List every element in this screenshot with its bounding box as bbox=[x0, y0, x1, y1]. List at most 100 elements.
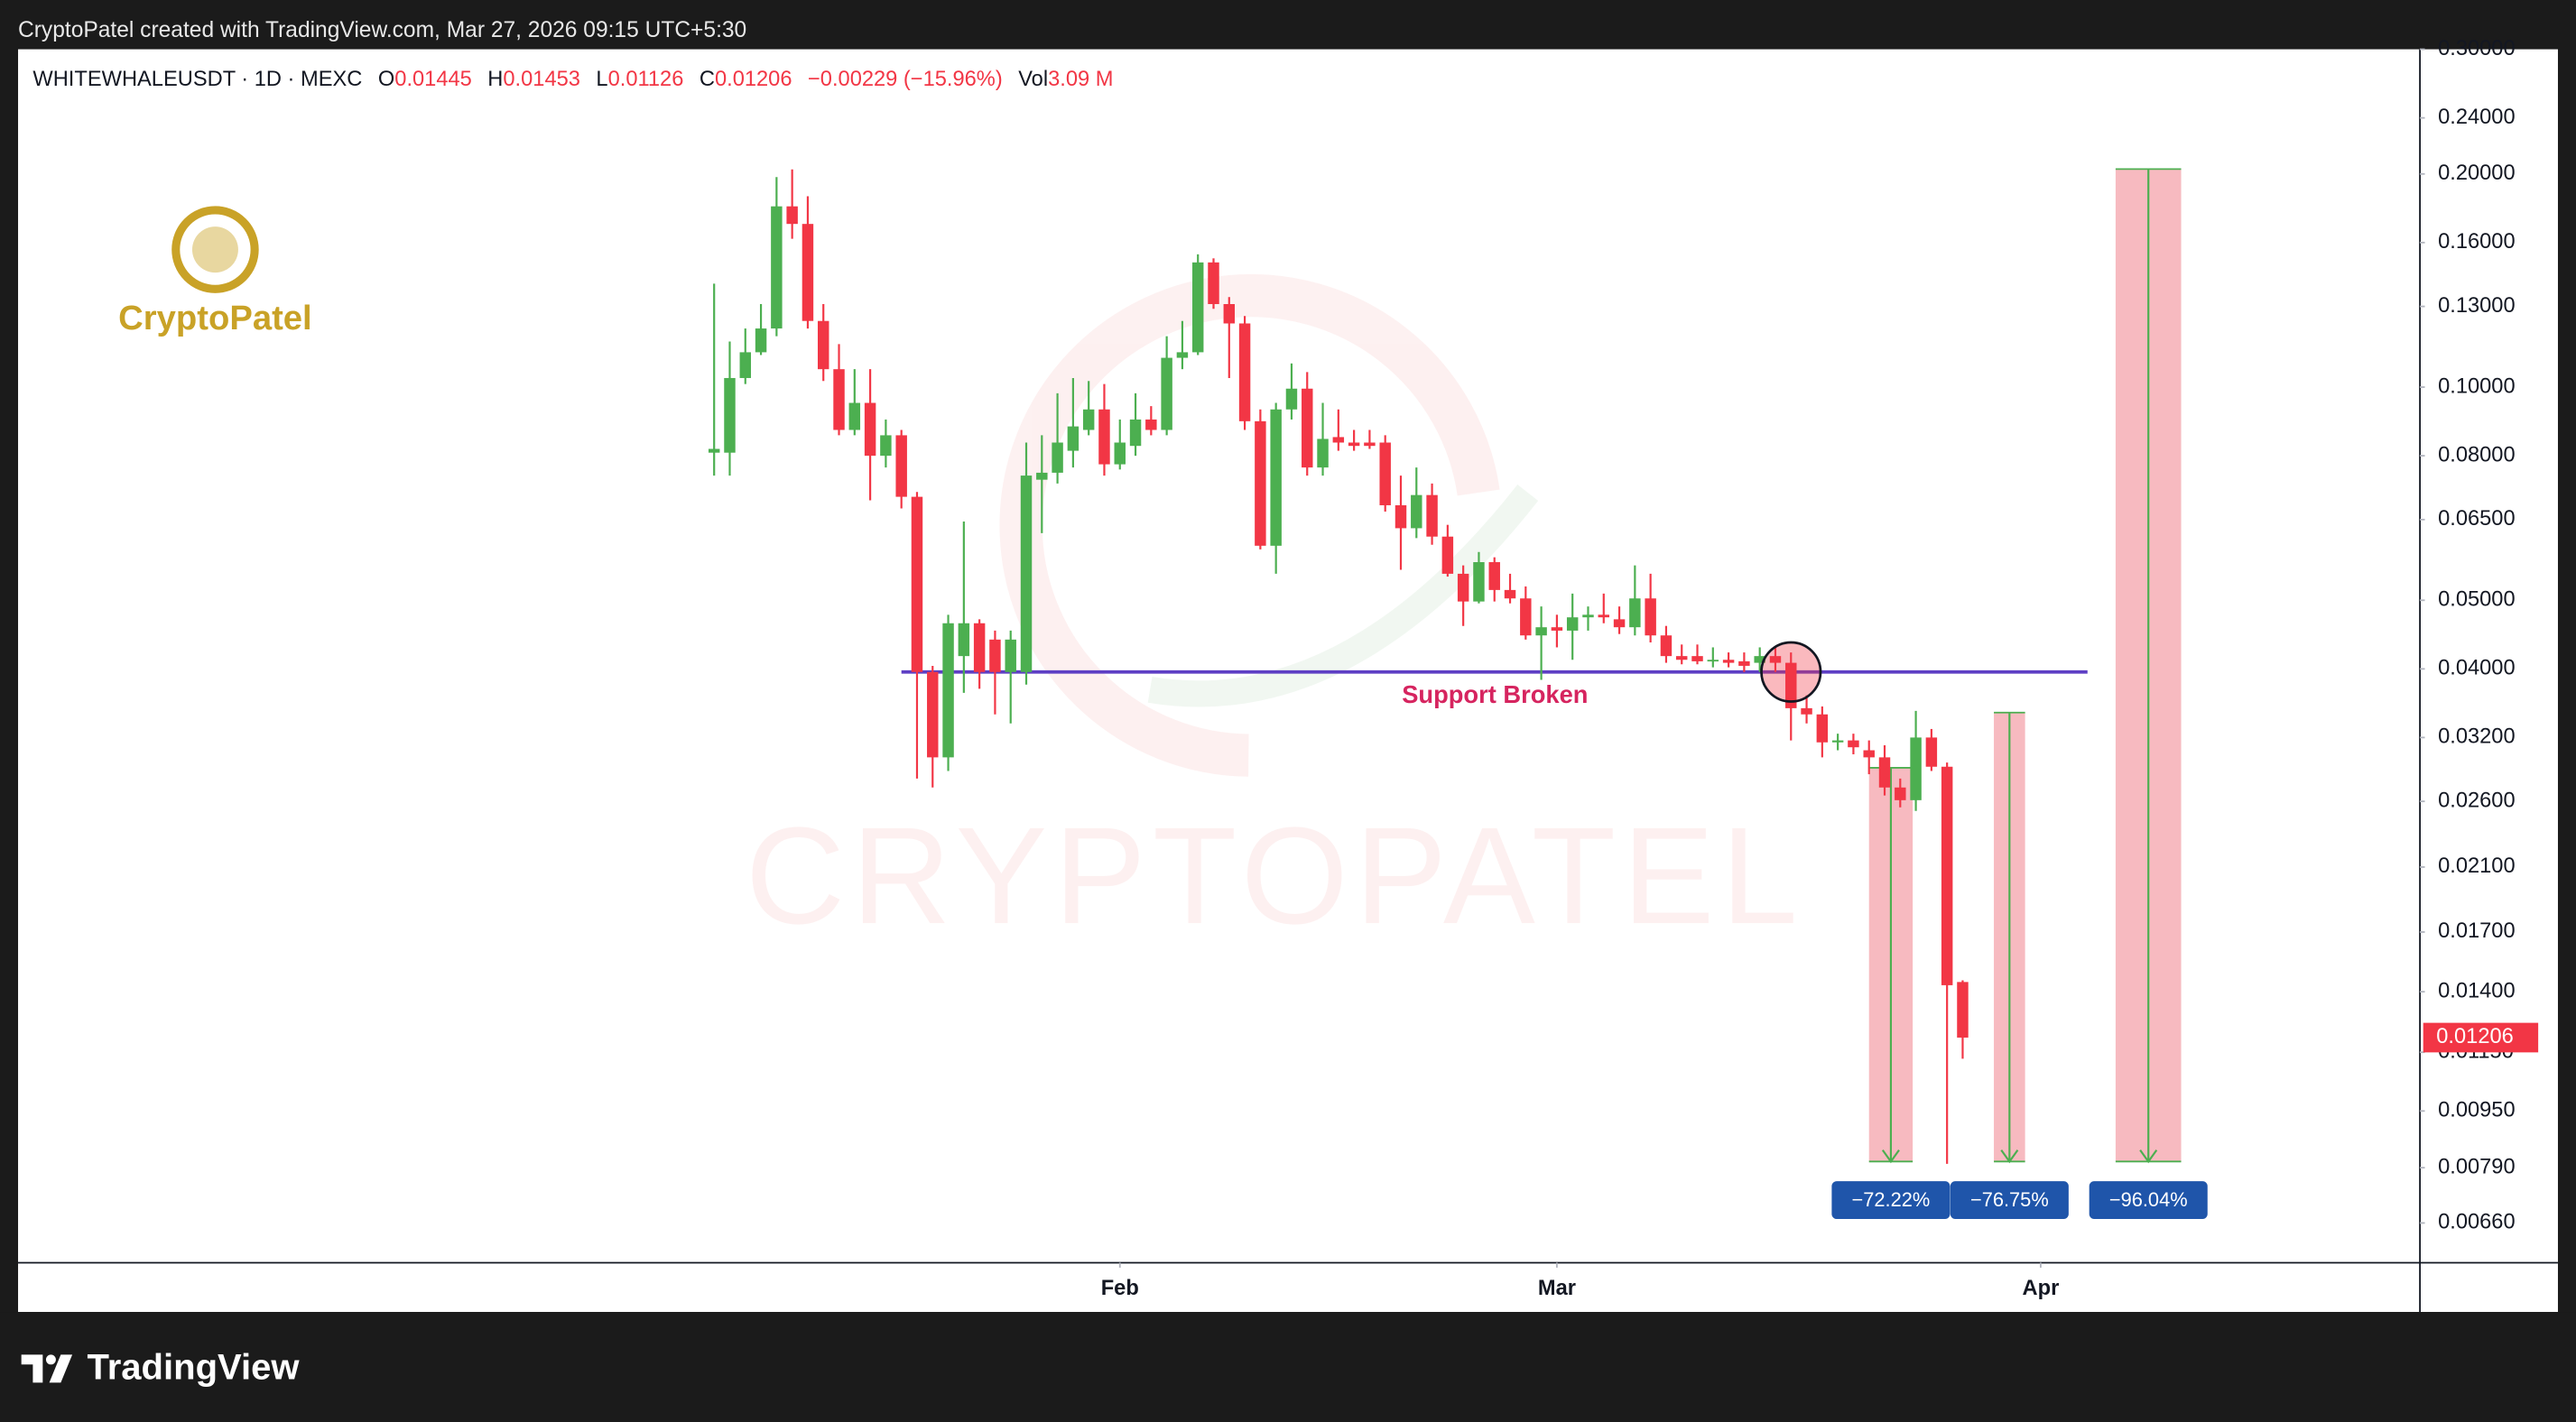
measure-arrowhead bbox=[2000, 1149, 2019, 1164]
legend-symbol: WHITEWHALEUSDT · 1D · MEXC bbox=[32, 68, 362, 91]
candle-body bbox=[1348, 442, 1360, 447]
candle-body bbox=[1208, 262, 1219, 304]
candle-body bbox=[942, 623, 954, 758]
axes: 0.30000 0.24000 0.20000 0.16000 0.13000 0.100… bbox=[1101, 37, 2539, 1300]
candle-body bbox=[1145, 419, 1157, 430]
candle-body bbox=[1161, 357, 1172, 430]
y-tick-label: 0.16000 bbox=[2438, 230, 2516, 254]
candle-body bbox=[1114, 442, 1126, 465]
candle-body bbox=[864, 402, 876, 457]
measure-label: −76.75% bbox=[1970, 1188, 2049, 1211]
candle-body bbox=[1535, 627, 1547, 636]
footer-brand: TradingView bbox=[87, 1347, 300, 1387]
candle-body bbox=[848, 402, 861, 430]
y-tick-label: 0.08000 bbox=[2438, 443, 2516, 466]
candle-body bbox=[1129, 419, 1142, 447]
legend-key: H bbox=[487, 68, 503, 91]
candle-body bbox=[1645, 598, 1656, 636]
candle-body bbox=[1036, 472, 1048, 480]
legend-key: O bbox=[378, 68, 394, 91]
candle-body bbox=[1457, 573, 1469, 602]
measure-label: −96.04% bbox=[2109, 1188, 2188, 1211]
candle-body bbox=[1520, 598, 1532, 636]
candle-body bbox=[895, 435, 907, 497]
legend-change: −0.00229 (−15.96%) bbox=[808, 68, 1003, 91]
candle-body bbox=[958, 623, 970, 657]
y-tick-label: 0.00660 bbox=[2438, 1211, 2516, 1234]
candle-body bbox=[973, 623, 986, 672]
footer bbox=[0, 1312, 2576, 1422]
candle-body bbox=[1676, 656, 1688, 660]
measure-label-box bbox=[2089, 1181, 2208, 1220]
y-tick-label: 0.00950 bbox=[2438, 1099, 2516, 1122]
candle-body bbox=[1488, 562, 1500, 590]
candle-body bbox=[833, 369, 845, 430]
x-tick-label: Mar bbox=[1538, 1277, 1576, 1300]
candle-body bbox=[1223, 304, 1236, 324]
candle-body bbox=[739, 352, 752, 378]
candle-body bbox=[1895, 787, 1906, 800]
y-tick-label: 0.20000 bbox=[2438, 162, 2516, 185]
logo-text: CryptoPatel bbox=[118, 299, 312, 337]
candle-body bbox=[1364, 442, 1376, 447]
candle-body bbox=[786, 206, 798, 225]
candle-body bbox=[1707, 660, 1719, 662]
candle-body bbox=[1411, 494, 1422, 529]
candle-body bbox=[724, 377, 736, 453]
watermark: CRYPTOPATEL bbox=[746, 273, 1804, 953]
footer-logo-dot bbox=[45, 1354, 56, 1365]
candle-body bbox=[1238, 323, 1251, 421]
watermark-arrow bbox=[1147, 484, 1539, 707]
candle-body bbox=[1302, 388, 1313, 468]
candle-body bbox=[1317, 439, 1329, 468]
candle-body bbox=[1582, 614, 1594, 618]
candle-body bbox=[1504, 589, 1516, 599]
candle-body bbox=[1395, 504, 1407, 529]
y-tick-label: 0.13000 bbox=[2438, 294, 2516, 318]
measure-label-box bbox=[1950, 1181, 2069, 1220]
support-label: Support Broken bbox=[1402, 680, 1588, 708]
legend-value: 0.01206 bbox=[715, 68, 792, 91]
candle-body bbox=[755, 328, 767, 353]
measure-arrowhead bbox=[2139, 1149, 2158, 1164]
y-tick-label: 0.01700 bbox=[2438, 919, 2516, 943]
candle-body bbox=[1332, 437, 1345, 443]
measure-arrowhead bbox=[1881, 1149, 1900, 1164]
measure-label-box bbox=[1831, 1181, 1951, 1220]
candle-body bbox=[1660, 635, 1673, 657]
measure-label: −72.22% bbox=[1852, 1188, 1931, 1211]
y-tick-label: 0.06500 bbox=[2438, 507, 2516, 531]
candle-body bbox=[1473, 562, 1485, 602]
y-tick-label: 0.04000 bbox=[2438, 657, 2516, 680]
footer-logo: TradingView bbox=[21, 1347, 300, 1387]
candle-body bbox=[1816, 714, 1829, 743]
candle-body bbox=[1738, 660, 1750, 666]
legend-value: 0.01453 bbox=[503, 68, 580, 91]
candle-body bbox=[771, 206, 783, 329]
candle-body bbox=[1379, 442, 1391, 505]
last-price-box bbox=[2423, 1022, 2539, 1053]
y-tick-label: 0.10000 bbox=[2438, 374, 2516, 398]
candle-body bbox=[1566, 617, 1579, 631]
candle-body bbox=[1941, 766, 1953, 985]
y-tick-label: 0.02600 bbox=[2438, 789, 2516, 812]
logo: CryptoPatel bbox=[118, 206, 312, 337]
y-tick-label: 0.30000 bbox=[2438, 37, 2516, 60]
legend-volume-key: Vol bbox=[1018, 68, 1048, 91]
candle-body bbox=[1801, 707, 1812, 715]
y-tick-label: 0.00790 bbox=[2438, 1155, 2516, 1178]
candle-body bbox=[1067, 426, 1080, 451]
candle-body bbox=[880, 435, 892, 457]
candle-body bbox=[1551, 627, 1563, 631]
breakdown-marker bbox=[1760, 641, 1822, 703]
candle-body bbox=[1052, 442, 1063, 473]
candle-body bbox=[1848, 740, 1859, 748]
watermark-text: CRYPTOPATEL bbox=[746, 799, 1804, 953]
candle-body bbox=[1255, 420, 1266, 546]
candle-body bbox=[818, 320, 829, 370]
y-tick-label: 0.03200 bbox=[2438, 725, 2516, 749]
legend-key: C bbox=[700, 68, 715, 91]
candle-body bbox=[1020, 476, 1033, 672]
